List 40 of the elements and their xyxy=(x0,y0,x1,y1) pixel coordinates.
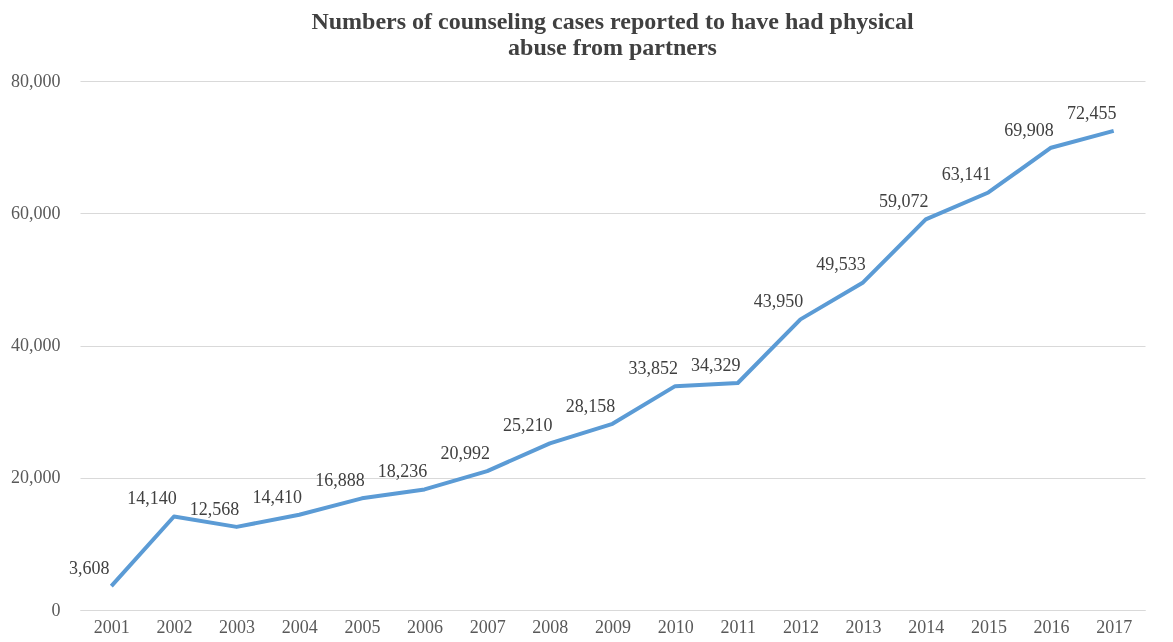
x-tick-label: 2003 xyxy=(219,616,256,637)
x-tick-label: 2014 xyxy=(908,616,945,637)
data-label: 43,950 xyxy=(753,291,804,312)
x-tick-label: 2008 xyxy=(532,616,569,637)
data-label: 72,455 xyxy=(1066,102,1117,123)
data-label: 18,236 xyxy=(377,461,428,482)
y-tick-label: 0 xyxy=(51,599,61,620)
y-tick-label: 20,000 xyxy=(11,467,61,488)
data-label: 3,608 xyxy=(69,558,110,579)
data-label: 14,140 xyxy=(127,488,177,509)
x-tick-label: 2011 xyxy=(720,616,756,637)
y-tick-label: 80,000 xyxy=(11,70,61,91)
x-tick-label: 2013 xyxy=(845,616,882,637)
x-tick-label: 2005 xyxy=(344,616,381,637)
x-tick-label: 2004 xyxy=(281,616,318,637)
x-tick-label: 2017 xyxy=(1096,616,1133,637)
data-label: 34,329 xyxy=(691,355,741,375)
data-label: 16,888 xyxy=(315,470,365,491)
chart-title: Numbers of counseling cases reported to have had physical abuse from partners xyxy=(311,8,914,60)
data-label: 63,141 xyxy=(941,164,992,185)
data-label: 14,410 xyxy=(252,486,303,507)
x-tick-label: 2016 xyxy=(1033,616,1070,637)
data-label: 69,908 xyxy=(1004,119,1054,140)
y-tick-label: 40,000 xyxy=(11,335,61,355)
x-tick-label: 2009 xyxy=(595,616,631,637)
x-tick-label: 2012 xyxy=(782,616,819,637)
x-tick-label: 2002 xyxy=(156,616,193,637)
y-tick-label: 60,000 xyxy=(11,202,61,223)
x-tick-label: 2007 xyxy=(469,616,506,637)
data-label: 33,852 xyxy=(628,358,678,379)
data-label: 12,568 xyxy=(189,498,240,519)
data-label: 49,533 xyxy=(816,254,866,275)
x-tick-label: 2015 xyxy=(970,616,1007,637)
data-label: 25,210 xyxy=(503,415,553,436)
x-tick-label: 2010 xyxy=(657,616,694,637)
data-label: 20,992 xyxy=(440,443,490,464)
data-label: 28,158 xyxy=(565,395,616,416)
x-tick-label: 2001 xyxy=(93,616,130,637)
data-label: 59,072 xyxy=(878,191,929,212)
x-tick-label: 2006 xyxy=(407,616,444,637)
